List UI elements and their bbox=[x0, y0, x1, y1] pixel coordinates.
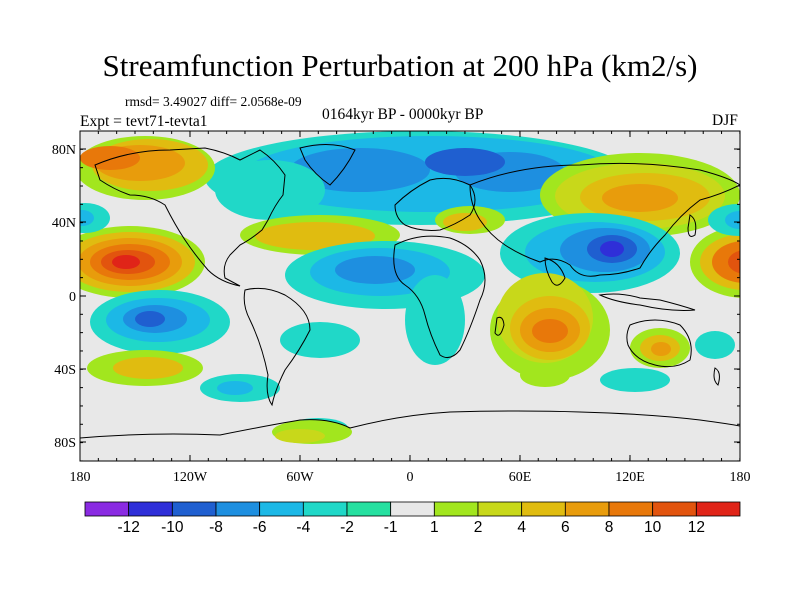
colorbar-label: 2 bbox=[474, 519, 483, 536]
coast-asia bbox=[469, 162, 740, 277]
coast-antarctica bbox=[80, 410, 740, 439]
lat-tick-label: 40S bbox=[54, 363, 76, 378]
coast-new-zealand bbox=[713, 367, 720, 386]
colorbar-label: 1 bbox=[430, 519, 439, 536]
period-label: 0164kyr BP - 0000kyr BP bbox=[322, 106, 484, 123]
lon-tick-label: 0 bbox=[407, 470, 414, 485]
lon-tick-label: 120W bbox=[173, 470, 208, 485]
season-label: DJF bbox=[712, 112, 738, 129]
colorbar-swatch bbox=[390, 501, 435, 517]
lat-tick-label: 0 bbox=[69, 290, 76, 305]
colorbar-label: -6 bbox=[253, 519, 267, 536]
dateline-low-east bbox=[708, 204, 740, 236]
dateline-high-east bbox=[690, 226, 740, 298]
south-pacific-high bbox=[87, 350, 203, 386]
coast-australia bbox=[626, 319, 692, 368]
colorbar-label: -12 bbox=[117, 519, 139, 536]
colorbar-label: -1 bbox=[384, 519, 398, 536]
dateline-low-west bbox=[80, 203, 110, 233]
colorbar-label: -4 bbox=[296, 519, 310, 536]
plot-title: Streamfunction Perturbation at 200 hPa (… bbox=[102, 48, 698, 83]
lon-tick-label: 60W bbox=[286, 470, 314, 485]
coast-madagascar bbox=[494, 316, 505, 336]
colorbar-swatch bbox=[608, 501, 654, 517]
colorbar-swatch bbox=[128, 501, 173, 517]
lat-tick-label: 80S bbox=[54, 436, 76, 451]
colorbar-label: 6 bbox=[561, 519, 570, 536]
atlantic-low bbox=[280, 241, 485, 365]
colorbar-swatch bbox=[433, 501, 479, 517]
antarctic-high bbox=[272, 420, 352, 444]
colorbar-swatch bbox=[259, 501, 304, 517]
coast-europe bbox=[394, 177, 476, 231]
colorbar-swatch bbox=[695, 501, 741, 517]
arctic-low bbox=[205, 131, 635, 225]
colorbar-label: -10 bbox=[161, 519, 184, 536]
colorbar-swatch bbox=[521, 501, 566, 517]
longitude-axis: 180 120W 60W 0 60E 120E 180 bbox=[70, 131, 751, 485]
colorbar-swatch bbox=[84, 501, 130, 517]
south-pacific-low bbox=[90, 290, 230, 354]
colorbar-swatch bbox=[477, 501, 523, 517]
coast-north-america bbox=[94, 147, 286, 287]
lon-tick-label: 180 bbox=[70, 470, 91, 485]
latitude-axis: 80N 40N 0 40S 80S bbox=[52, 130, 740, 462]
lat-tick-label: 80N bbox=[52, 143, 76, 158]
colorbar-label: 4 bbox=[517, 519, 526, 536]
coast-japan bbox=[687, 214, 697, 237]
coast-greenland bbox=[299, 144, 356, 186]
colorbar-swatch bbox=[302, 501, 348, 517]
colorbar-label: -8 bbox=[209, 519, 223, 536]
colorbar-swatch bbox=[215, 501, 261, 517]
colorbar-label: 8 bbox=[605, 519, 614, 536]
coast-india bbox=[544, 257, 566, 286]
coastlines bbox=[80, 144, 740, 439]
colorbar-swatch bbox=[171, 501, 217, 517]
lat-tick-label: 40N bbox=[52, 216, 76, 231]
streamfunction-field bbox=[80, 131, 740, 444]
coast-south-america bbox=[243, 287, 311, 407]
rmsd-stats: rmsd= 3.49027 diff= 2.0568e-09 bbox=[125, 94, 302, 109]
experiment-label: Expt = tevt71-tevta1 bbox=[80, 113, 208, 130]
colorbar-swatch bbox=[652, 501, 697, 517]
colorbar-label: 12 bbox=[688, 519, 705, 536]
colorbar: -12 -10 -8 -6 -4 -2 -1 1 2 4 6 8 10 12 bbox=[84, 501, 741, 536]
lon-tick-label: 120E bbox=[615, 470, 645, 485]
colorbar-swatch bbox=[564, 501, 610, 517]
colorbar-label: -2 bbox=[340, 519, 354, 536]
colorbar-swatch bbox=[346, 501, 392, 517]
coast-indonesia bbox=[598, 293, 696, 311]
colorbar-label: 10 bbox=[644, 519, 662, 536]
lon-tick-label: 180 bbox=[730, 470, 751, 485]
pacific-high bbox=[80, 226, 205, 298]
coast-africa bbox=[393, 235, 486, 359]
indian-ocean-high bbox=[490, 273, 610, 387]
australia-high bbox=[630, 328, 690, 368]
alaska-high bbox=[80, 136, 215, 200]
lon-tick-label: 60E bbox=[509, 470, 532, 485]
